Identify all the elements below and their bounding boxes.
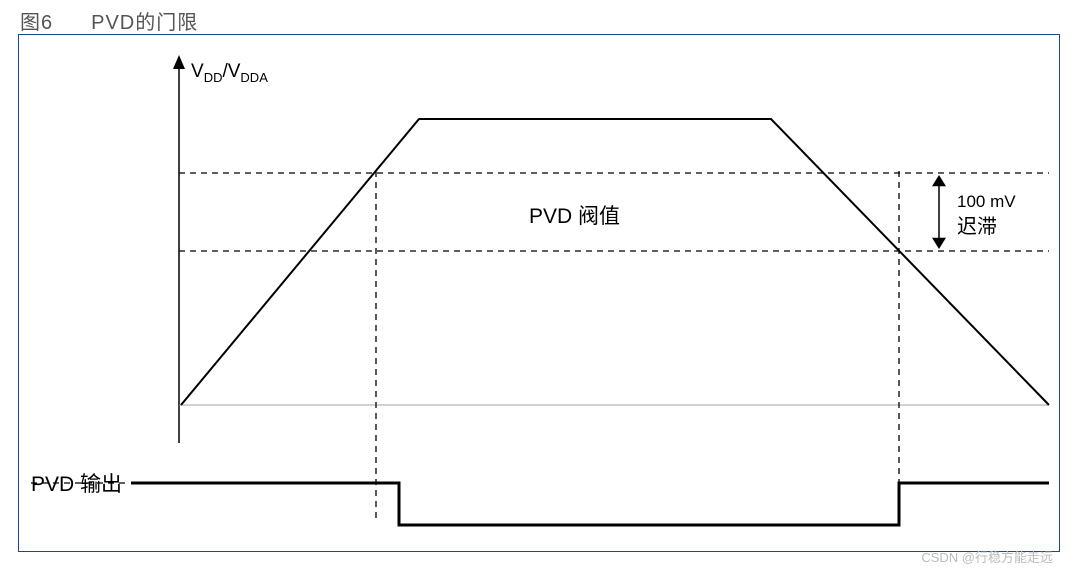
hysteresis-label: 迟滞	[957, 215, 997, 238]
figure-title: PVD的门限	[91, 12, 198, 34]
pvd-threshold-diagram: VDD/VDDA PVD 阀值 100 mV 迟滞 PVD 输出	[19, 35, 1059, 551]
hysteresis-value: 100 mV	[957, 192, 1016, 211]
threshold-label: PVD 阀值	[529, 205, 620, 228]
figure-number: 图6	[20, 12, 53, 34]
output-label: PVD 输出	[31, 473, 122, 496]
figure-caption: 图6 PVD的门限	[20, 6, 198, 35]
watermark: CSDN @行稳方能走远	[921, 547, 1053, 566]
diagram-frame: VDD/VDDA PVD 阀值 100 mV 迟滞 PVD 输出	[18, 34, 1060, 552]
y-axis-label: VDD/VDDA	[191, 61, 268, 85]
